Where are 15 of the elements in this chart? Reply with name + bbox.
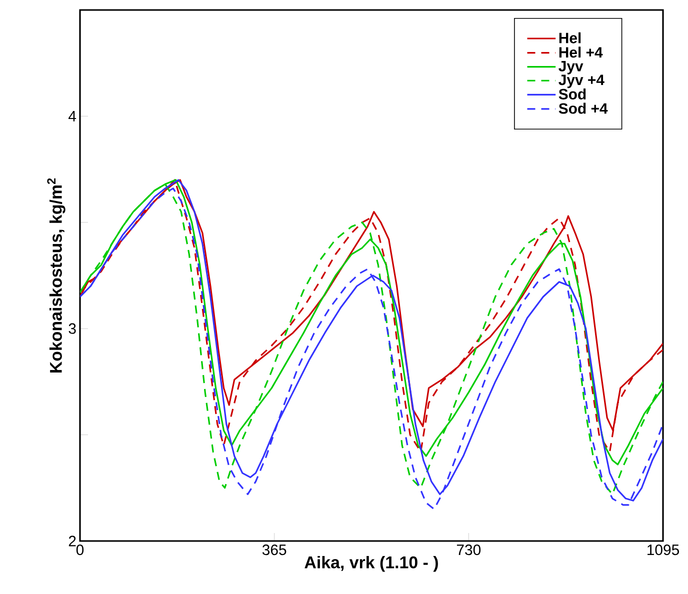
x-tick-label: 0 [76,544,84,556]
legend-label: Sod +4 [558,102,608,114]
x-tick-label: 1095 [648,544,679,556]
y-tick-label: 2 [68,536,76,546]
y-axis-title: Kokonaiskosteus, kg/m$^{2}$ [47,178,66,372]
y-tick-label: 4 [68,111,76,122]
x-axis-title: Aika, vrk (1.10 - ) [304,556,438,572]
legend-label: Hel +4 [559,46,603,58]
y-tick-label: 3 [68,323,76,334]
legend-label: Jyv [558,60,584,74]
legend-label: Jyv +4 [558,74,604,88]
x-tick-label: 730 [456,544,481,556]
legend-label: Hel [559,32,581,44]
x-tick-label: 365 [262,544,286,556]
legend-label: Sod [558,88,586,100]
